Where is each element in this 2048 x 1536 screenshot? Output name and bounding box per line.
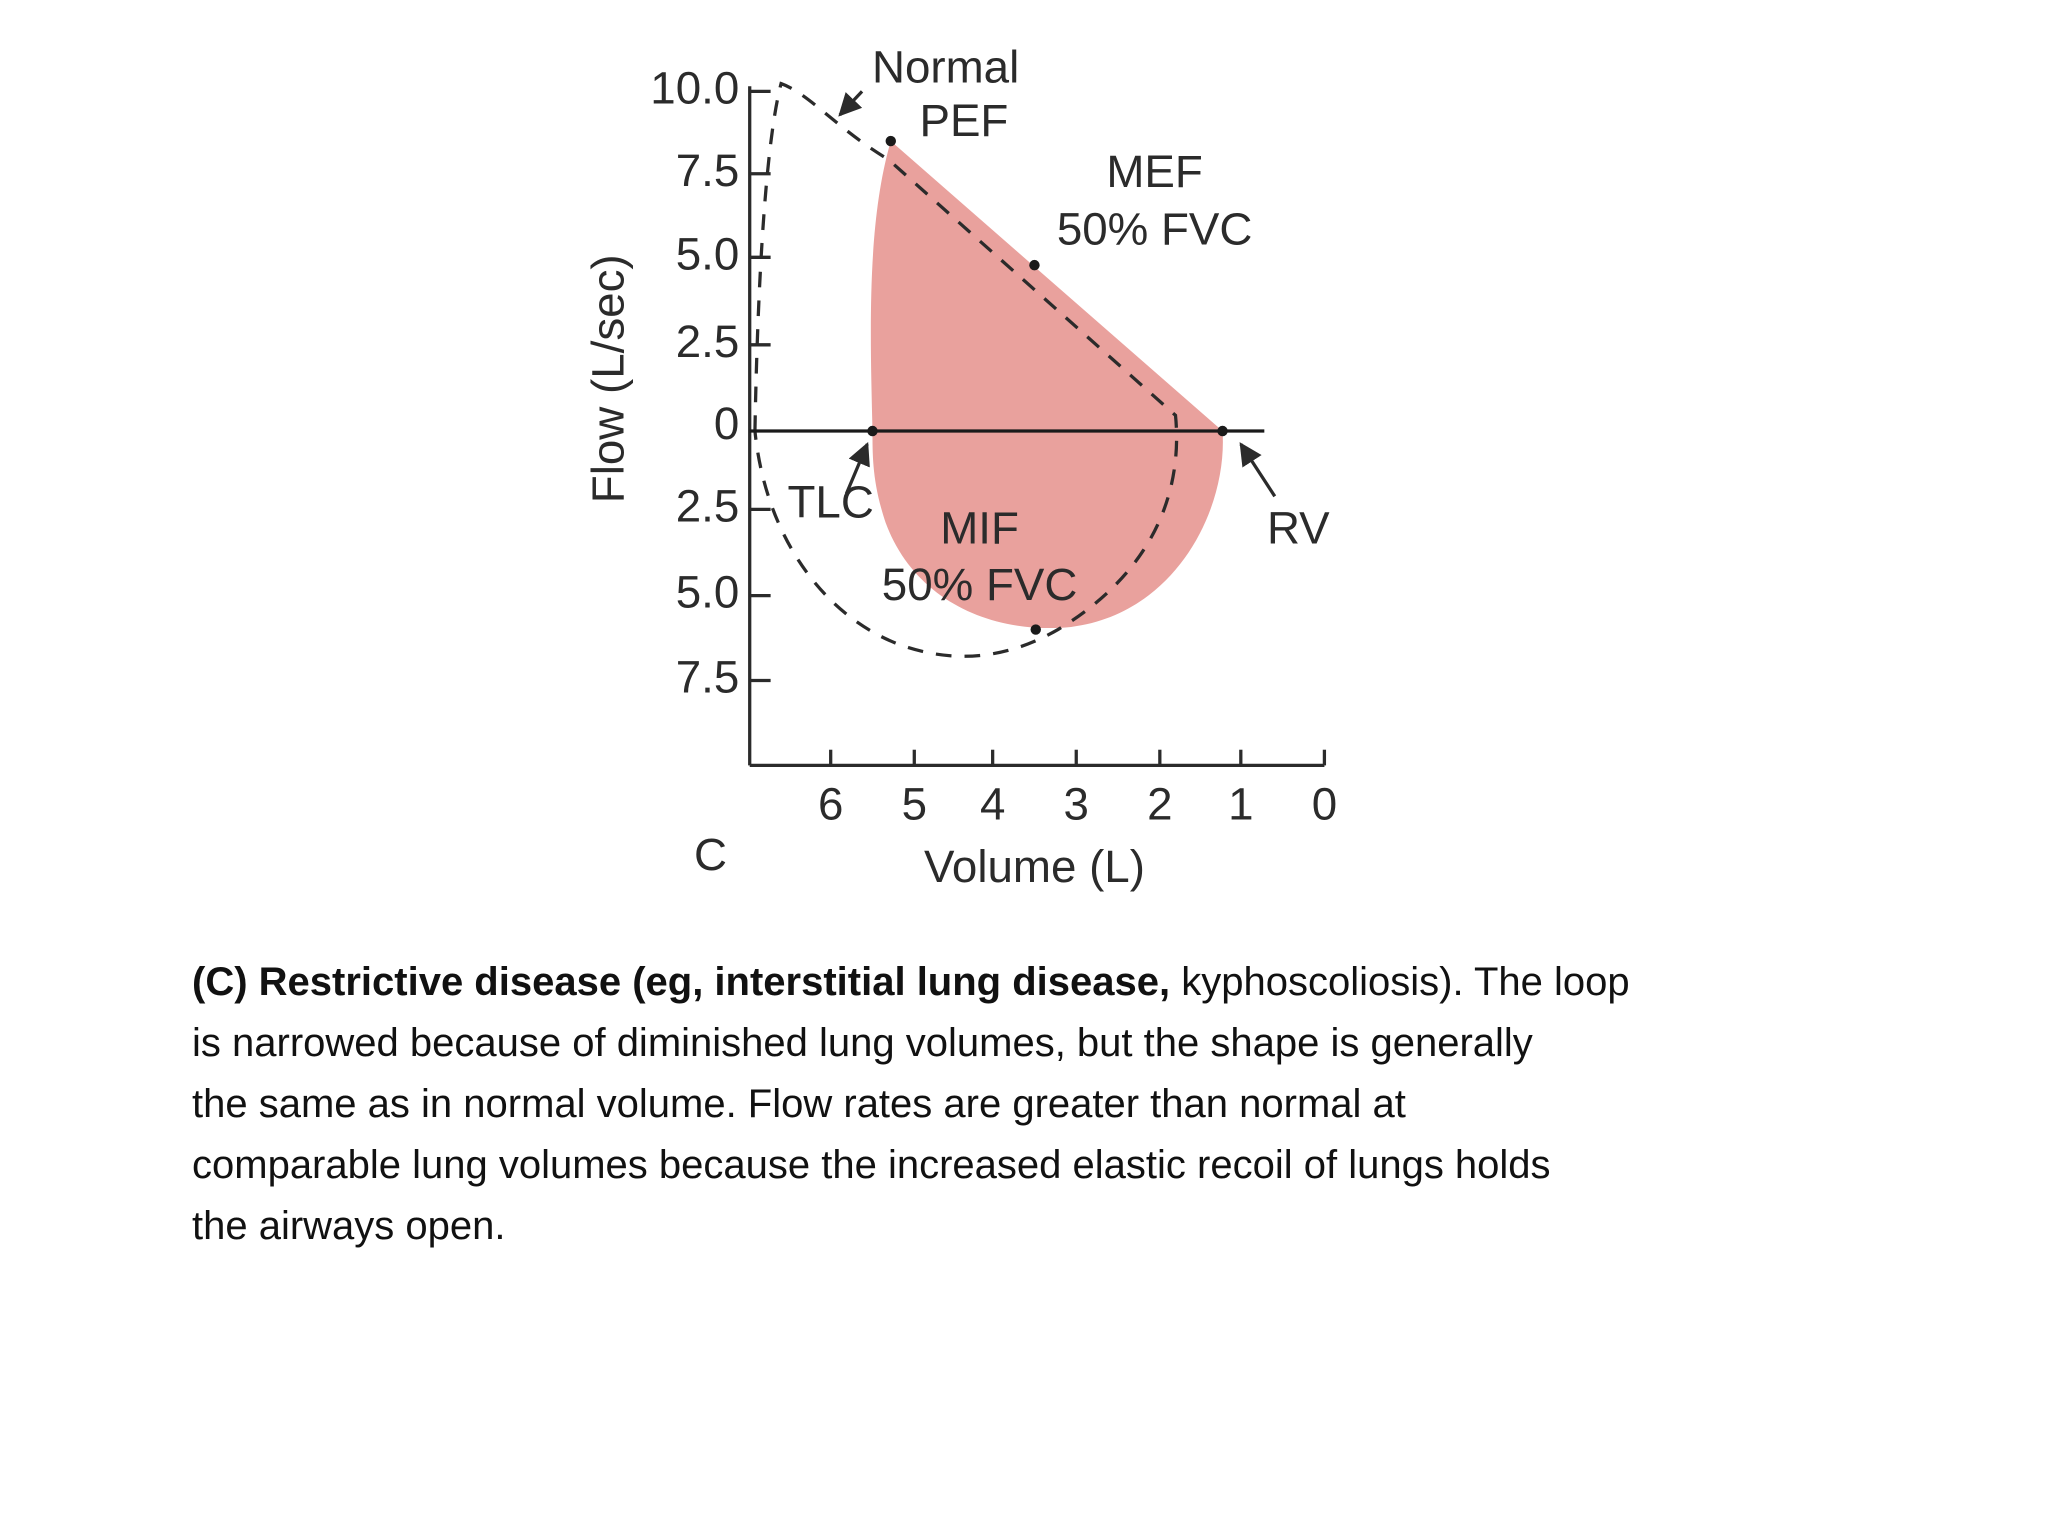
- x-axis-label: Volume (L): [924, 841, 1145, 892]
- ticks: 10.0 7.5 5.0 2.5 0 2.5 5.0 7.5 6 5 4 3 2 1 0: [650, 63, 1337, 830]
- arrow: [1239, 442, 1277, 498]
- caption: (C) Restrictive disease (eg, interstitia…: [192, 952, 1630, 1257]
- annotation: PEF: [919, 95, 1008, 146]
- panel-label: C: [694, 829, 727, 880]
- y-tick-label: 7.5: [676, 145, 740, 196]
- x-tick-label: 2: [1147, 778, 1172, 829]
- caption-line: the same as in normal volume. Flow rates…: [192, 1082, 1406, 1126]
- y-tick-label: 10.0: [650, 63, 739, 114]
- x-tick-label: 6: [818, 778, 843, 829]
- pef-point: [885, 135, 896, 147]
- x-tick-label: 1: [1228, 778, 1253, 829]
- caption-line: (C) Restrictive disease (eg, interstitia…: [192, 952, 1630, 1013]
- x-tick-label: 3: [1064, 778, 1089, 829]
- y-tick-label: 0: [714, 398, 739, 449]
- annotation: RV: [1267, 503, 1330, 554]
- tlc-point: [867, 425, 878, 437]
- mef-point: [1029, 259, 1040, 271]
- caption-text: kyphoscoliosis). The loop: [1181, 960, 1630, 1004]
- y-tick-label: 7.5: [676, 652, 740, 703]
- normal-loop: [753, 81, 1179, 658]
- y-axis-label: Flow (L/sec): [582, 254, 633, 503]
- annotation: 50% FVC: [882, 559, 1078, 610]
- caption-line: comparable lung volumes because the incr…: [192, 1143, 1551, 1187]
- caption-line: is narrowed because of diminished lung v…: [192, 1021, 1533, 1065]
- arrow: [844, 441, 870, 495]
- mif-point: [1030, 624, 1041, 635]
- arrow: [838, 90, 864, 117]
- annotation: Normal: [872, 42, 1019, 93]
- caption-line: the airways open.: [192, 1204, 506, 1248]
- y-tick-label: 2.5: [676, 316, 740, 367]
- annotation: MIF: [940, 503, 1019, 554]
- caption-bold: (C) Restrictive disease (eg, interstitia…: [192, 960, 1171, 1004]
- x-tick-label: 0: [1312, 778, 1337, 829]
- rv-point: [1217, 425, 1228, 437]
- x-tick-label: 5: [902, 778, 927, 829]
- y-tick-label: 5.0: [676, 228, 740, 279]
- annotation: 50% FVC: [1057, 204, 1253, 255]
- annotation: TLC: [788, 477, 874, 528]
- x-tick-label: 4: [980, 778, 1005, 829]
- y-tick-label: 2.5: [676, 480, 740, 531]
- points: [867, 135, 1228, 635]
- y-tick-label: 5.0: [676, 567, 740, 618]
- restrictive-loop: [870, 141, 1223, 629]
- annotation: MEF: [1106, 146, 1202, 197]
